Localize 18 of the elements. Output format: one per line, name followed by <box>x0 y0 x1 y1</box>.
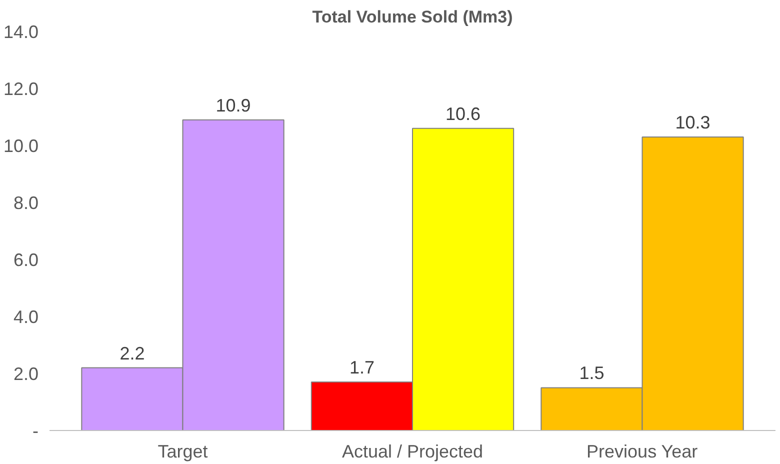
x-tick-label: Target <box>158 442 208 462</box>
data-label: 1.7 <box>349 358 374 378</box>
y-tick-label: 10.0 <box>3 136 39 156</box>
y-tick-label: 4.0 <box>13 307 39 327</box>
y-tick-label: 6.0 <box>13 250 39 270</box>
x-tick-label: Previous Year <box>586 442 698 462</box>
y-tick-label: 8.0 <box>13 193 39 213</box>
y-tick-label: 2.0 <box>13 364 39 384</box>
y-tick-label: - <box>32 421 39 441</box>
x-tick-label: Actual / Projected <box>342 442 484 462</box>
data-label: 10.9 <box>216 95 251 116</box>
y-tick-label: 12.0 <box>3 79 39 99</box>
data-label: 1.5 <box>579 363 604 384</box>
chart-title: Total Volume Sold (Mm3) <box>312 8 513 26</box>
y-tick-label: 14.0 <box>3 22 39 42</box>
data-label: 10.6 <box>446 104 481 124</box>
data-label: 10.3 <box>675 112 710 132</box>
data-label: 2.2 <box>120 343 145 364</box>
